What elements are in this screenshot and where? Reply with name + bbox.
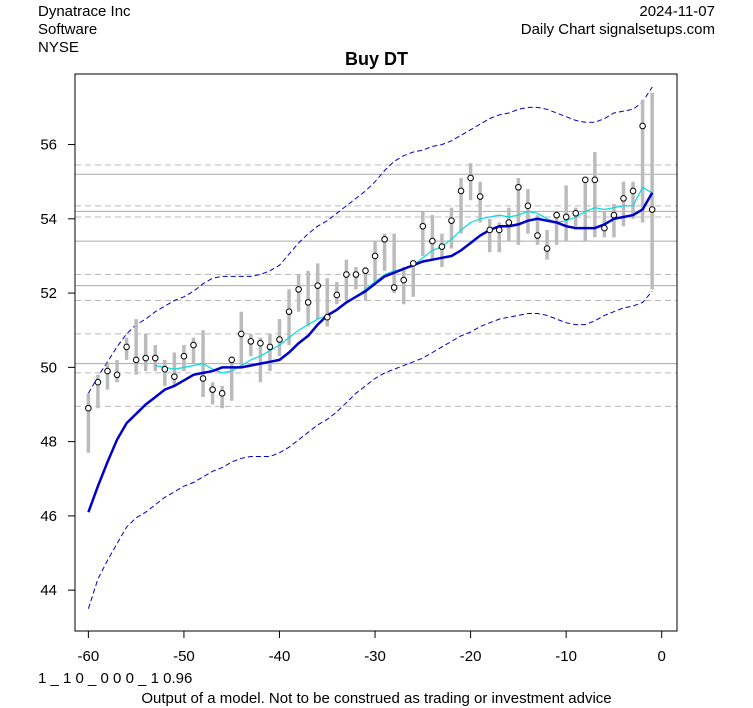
company-name: Dynatrace Inc (38, 3, 131, 20)
close-point (381, 235, 388, 243)
y-tick-label: 52 (40, 285, 57, 302)
envelope-bands (87, 86, 653, 609)
close-point (591, 176, 599, 184)
daily-range-bars (86, 92, 654, 453)
close-point (515, 183, 522, 191)
close-point (276, 336, 283, 343)
close-point (343, 271, 350, 278)
close-point (142, 354, 150, 362)
close-point (285, 308, 293, 315)
close-point (190, 341, 197, 349)
close-point (228, 356, 236, 364)
close-point (218, 390, 226, 397)
close-point (323, 313, 331, 321)
close-point (648, 206, 656, 213)
close-point (113, 371, 121, 379)
close-point (448, 217, 455, 224)
x-tick-label: -30 (364, 648, 386, 665)
chart-date: 2024-11-07 (639, 3, 715, 20)
close-point (629, 187, 637, 195)
y-tick-label: 48 (40, 434, 57, 451)
close-point (620, 195, 627, 202)
close-point (104, 367, 111, 375)
x-axis: -60 -50 -40 -30 -20 -10 0 (78, 630, 666, 665)
close-point (85, 404, 92, 412)
close-point (209, 386, 216, 393)
moving-averages (87, 186, 654, 513)
y-axis: 44 46 48 50 52 54 56 (40, 137, 76, 599)
close-point (180, 352, 188, 360)
close-point (390, 284, 398, 291)
close-point (333, 291, 341, 299)
close-point (257, 339, 264, 347)
chart-title: Buy DT (345, 49, 408, 69)
disclaimer: Output of a model. Not to be construed a… (141, 690, 612, 707)
close-point (266, 343, 274, 351)
close-point (639, 122, 646, 130)
close-point (534, 232, 541, 239)
sector-label: Software (38, 21, 98, 38)
close-point (572, 209, 580, 217)
close-point (94, 378, 102, 386)
close-point (429, 237, 436, 245)
chart-source: Daily Chart signalsetups.com (520, 21, 715, 38)
close-point (171, 373, 178, 380)
close-point (247, 338, 255, 345)
x-tick-label: -60 (78, 648, 100, 665)
lower-band-line (87, 290, 653, 609)
close-points (85, 122, 656, 412)
close-point (543, 245, 551, 252)
close-point (199, 375, 207, 382)
close-point (438, 243, 446, 250)
close-point (362, 267, 369, 275)
model-code: 1 _ 1 0 _ 0 0 0 _ 1 0.96 (38, 670, 193, 687)
close-point (419, 222, 427, 230)
y-tick-label: 56 (40, 137, 57, 154)
close-point (486, 226, 494, 234)
close-point (457, 187, 465, 195)
close-point (495, 226, 503, 234)
close-point (295, 286, 302, 293)
close-point (237, 330, 245, 338)
x-tick-label: -40 (269, 648, 291, 665)
slow-ma-line (87, 192, 654, 513)
close-point (562, 213, 570, 221)
upper-band-line (87, 86, 653, 394)
close-point (476, 193, 484, 200)
y-tick-label: 46 (40, 508, 57, 525)
close-point (400, 276, 408, 284)
y-tick-label: 44 (40, 582, 57, 599)
close-point (161, 365, 169, 373)
x-tick-label: 0 (658, 648, 666, 665)
x-tick-label: -20 (460, 648, 482, 665)
close-point (524, 202, 532, 210)
exchange-label: NYSE (38, 39, 79, 56)
x-tick-label: -10 (555, 648, 577, 665)
close-point (409, 260, 417, 267)
close-point (314, 282, 322, 289)
close-point (553, 211, 560, 219)
close-point (304, 299, 312, 306)
close-point (467, 174, 474, 182)
close-point (601, 224, 608, 232)
close-point (610, 211, 618, 219)
y-tick-label: 50 (40, 359, 57, 376)
close-point (151, 354, 159, 362)
close-point (132, 356, 140, 364)
x-tick-label: -50 (173, 648, 195, 665)
close-point (352, 271, 360, 278)
close-point (505, 219, 513, 226)
plot-frame (74, 73, 678, 632)
close-point (123, 343, 130, 351)
y-tick-label: 54 (40, 211, 57, 228)
close-point (371, 252, 379, 260)
close-point (581, 176, 589, 184)
